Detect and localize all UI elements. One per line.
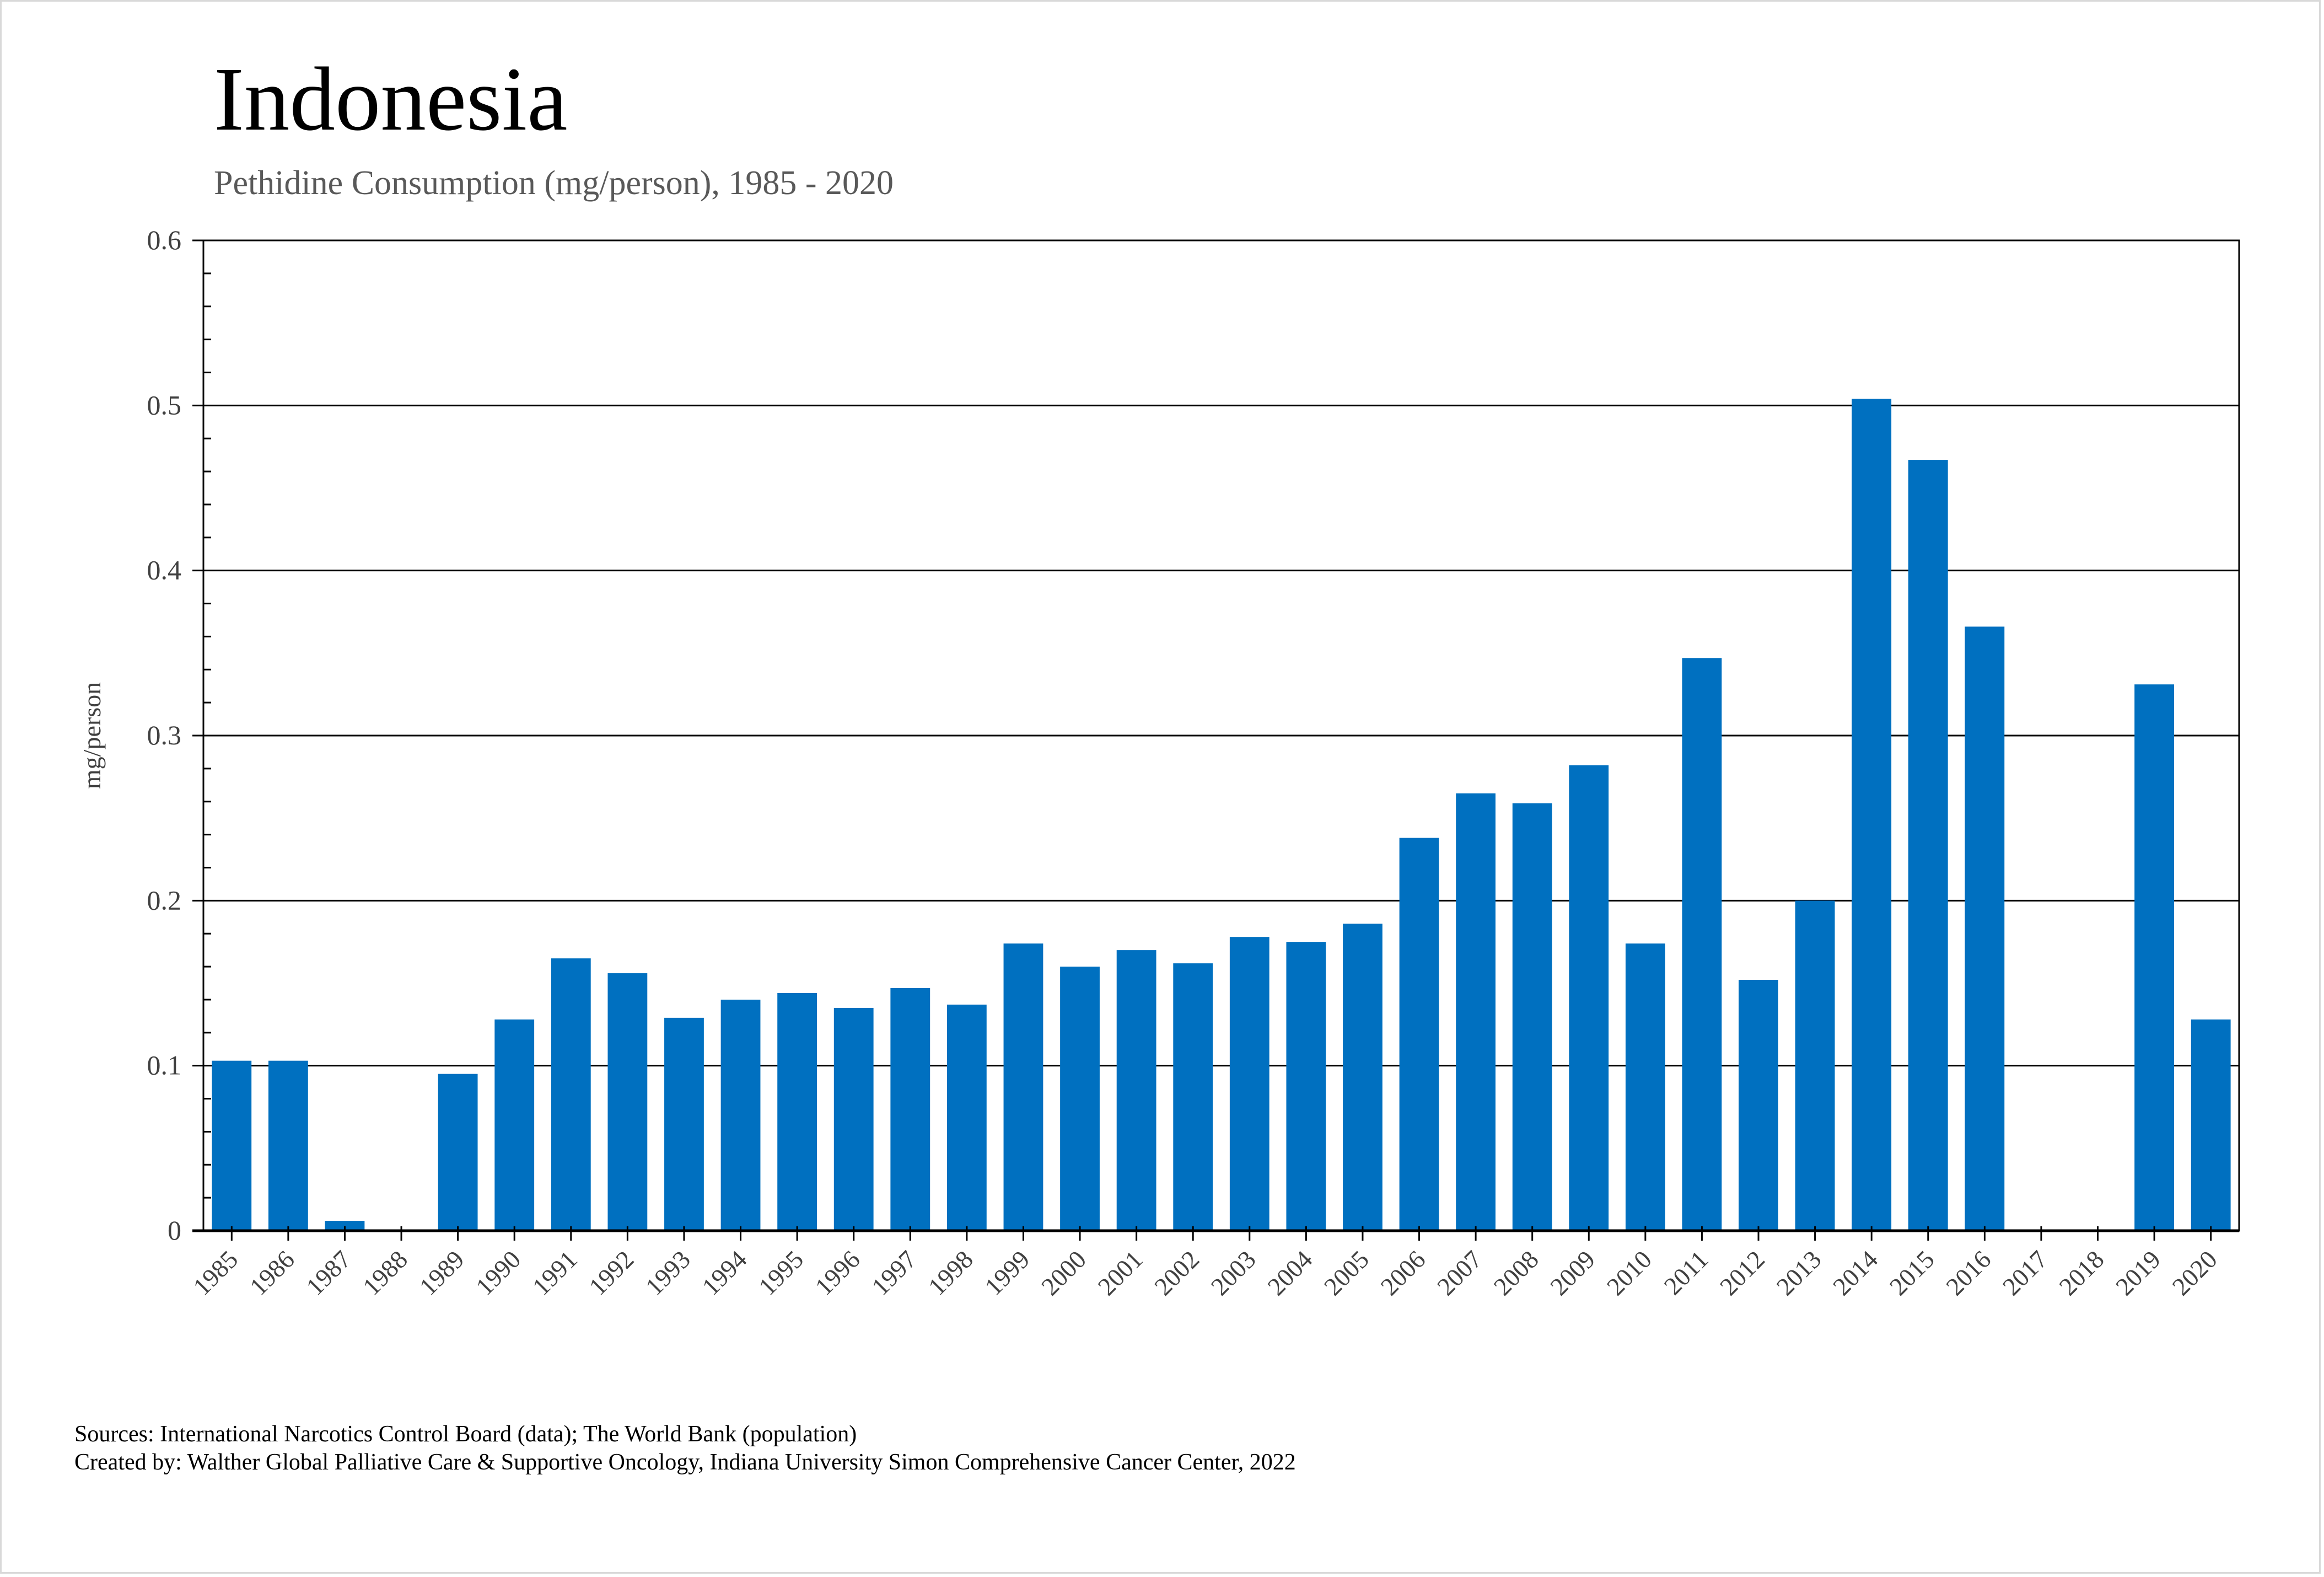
x-tick-label: 2006 (1375, 1245, 1430, 1301)
x-tick-label: 1997 (866, 1245, 922, 1301)
x-tick-label: 1994 (696, 1245, 752, 1301)
bar-1998 (946, 1004, 987, 1231)
bar-1992 (607, 973, 648, 1231)
y-tick-label: 0.5 (147, 389, 182, 420)
x-tick-label: 2018 (2053, 1245, 2109, 1301)
bar-1993 (664, 1017, 704, 1231)
x-tick-label: 2019 (2110, 1245, 2166, 1301)
x-tick-label: 2008 (1488, 1245, 1544, 1301)
x-tick-label: 2001 (1093, 1245, 1148, 1301)
bar-1987 (325, 1221, 365, 1231)
chart-subtitle: Pethidine Consumption (mg/person), 1985 … (214, 164, 894, 202)
x-tick-label: 1988 (357, 1245, 413, 1301)
x-tick-label: 1993 (640, 1245, 696, 1301)
y-tick-label: 0.2 (147, 884, 182, 915)
bar-2014 (1852, 399, 1892, 1231)
bar-2005 (1343, 924, 1382, 1231)
bar-2012 (1739, 980, 1778, 1231)
bar-2008 (1512, 803, 1552, 1231)
bar-2010 (1625, 943, 1665, 1231)
bar-2007 (1456, 793, 1496, 1231)
bar-1991 (551, 958, 591, 1231)
bar-1995 (777, 993, 817, 1231)
bar-2001 (1116, 950, 1156, 1231)
bar-1986 (268, 1060, 308, 1231)
x-tick-label: 1998 (923, 1245, 978, 1301)
x-tick-label: 2012 (1714, 1245, 1770, 1301)
bar-2002 (1173, 963, 1213, 1231)
chart-title: Indonesia (214, 49, 567, 149)
x-tick-label: 1987 (300, 1245, 356, 1301)
bar-2013 (1795, 900, 1835, 1231)
x-tick-label: 2003 (1206, 1245, 1261, 1301)
x-tick-label: 1990 (470, 1245, 526, 1301)
bar-2011 (1682, 658, 1722, 1231)
x-tick-label: 2009 (1545, 1245, 1600, 1301)
bar-2019 (2134, 684, 2175, 1231)
bar-2020 (2191, 1019, 2231, 1231)
x-tick-label: 2000 (1036, 1245, 1091, 1301)
bar-1997 (890, 988, 930, 1231)
y-axis-label: mg/person (78, 682, 106, 789)
bar-2004 (1286, 942, 1326, 1231)
bar-2015 (1908, 460, 1948, 1231)
footer-sources: Sources: International Narcotics Control… (74, 1422, 857, 1447)
y-tick-label: 0.4 (147, 555, 182, 586)
bar-1985 (212, 1060, 252, 1231)
x-tick-label: 2016 (1940, 1245, 1996, 1301)
bar-2006 (1399, 838, 1439, 1231)
x-tick-label: 1989 (414, 1245, 470, 1301)
bar-1999 (1003, 943, 1043, 1231)
y-tick-label: 0.6 (147, 224, 182, 255)
bar-1990 (494, 1019, 535, 1231)
x-tick-label: 1996 (810, 1245, 865, 1301)
x-tick-label: 1986 (244, 1245, 300, 1301)
bar-2009 (1569, 765, 1609, 1231)
y-tick-label: 0.3 (147, 720, 182, 750)
x-tick-label: 2017 (1997, 1245, 2053, 1301)
x-tick-label: 1985 (187, 1245, 243, 1301)
bar-1989 (438, 1074, 478, 1231)
bar-1994 (720, 999, 761, 1231)
y-tick-label: 0.1 (147, 1050, 182, 1081)
bar-2003 (1229, 937, 1269, 1231)
x-tick-label: 2004 (1262, 1245, 1317, 1301)
x-tick-label: 1995 (753, 1245, 809, 1301)
x-tick-label: 1991 (527, 1245, 583, 1301)
x-tick-label: 1992 (583, 1245, 639, 1301)
footer-created-by: Created by: Walther Global Palliative Ca… (74, 1450, 1296, 1475)
bar-2016 (1965, 626, 2005, 1231)
x-tick-label: 2013 (1771, 1245, 1827, 1301)
x-tick-label: 2014 (1827, 1245, 1883, 1301)
y-tick-label: 0 (168, 1215, 181, 1246)
x-tick-label: 2010 (1601, 1245, 1657, 1301)
bar-2000 (1060, 967, 1100, 1231)
x-tick-label: 1999 (979, 1245, 1035, 1301)
x-tick-label: 2005 (1319, 1245, 1374, 1301)
x-tick-label: 2011 (1659, 1245, 1714, 1300)
x-tick-label: 2015 (1884, 1245, 1940, 1301)
x-tick-label: 2007 (1432, 1245, 1487, 1301)
x-tick-label: 2002 (1149, 1245, 1204, 1301)
x-tick-label: 2020 (2167, 1245, 2223, 1301)
bar-1996 (833, 1007, 874, 1231)
